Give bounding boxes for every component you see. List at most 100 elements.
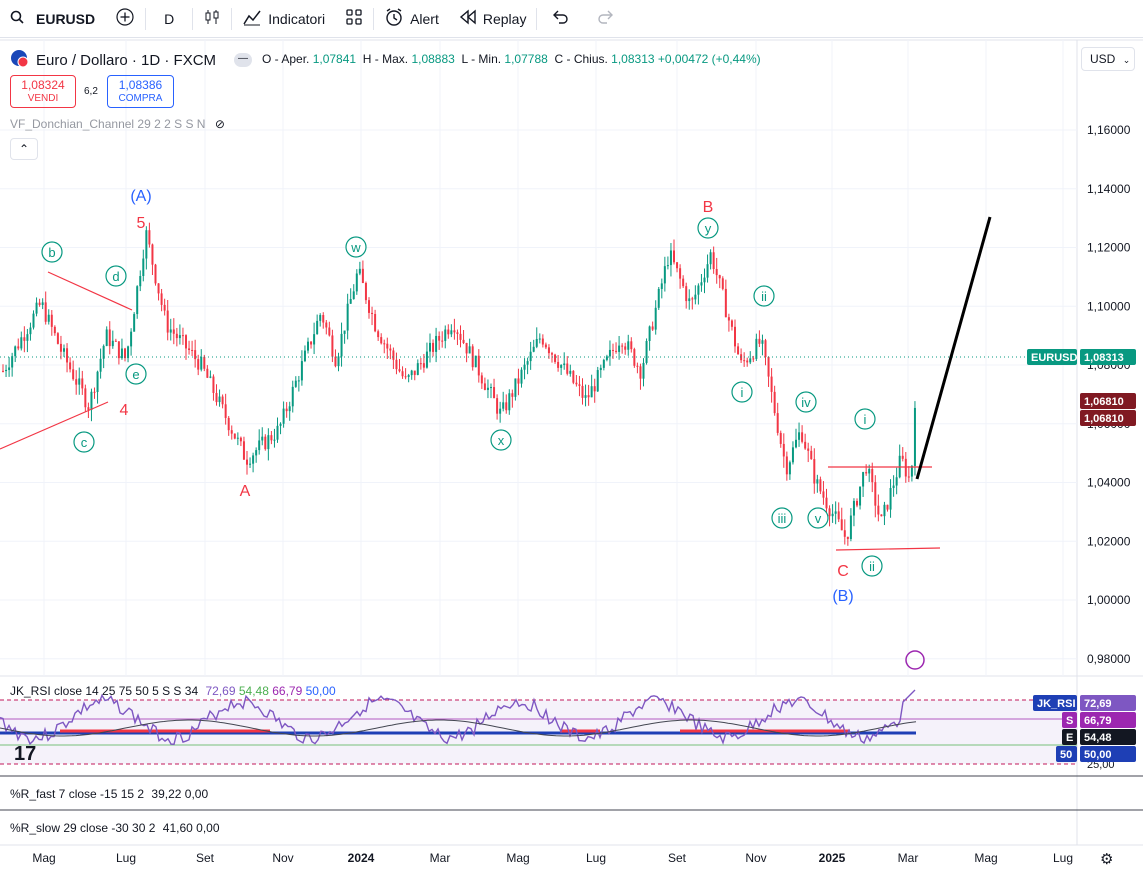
- undo-button[interactable]: [537, 0, 583, 38]
- candle-body: [166, 310, 169, 333]
- ohlc-values: O - Aper. 1,07841 H - Max. 1,08883 L - M…: [262, 52, 761, 66]
- eye-off-icon[interactable]: ⊘: [214, 117, 225, 131]
- settings-icon[interactable]: ⚙: [1100, 851, 1114, 868]
- alarm-clock-icon: [384, 7, 404, 30]
- candle-body: [544, 344, 547, 348]
- candle-body: [142, 258, 145, 277]
- time-tick-label: Lug: [116, 851, 136, 865]
- candle-body: [572, 370, 575, 383]
- compare-button[interactable]: [105, 0, 145, 38]
- interval-button[interactable]: D: [146, 0, 192, 38]
- indicators-button[interactable]: Indicatori: [232, 0, 335, 38]
- candle-body: [685, 286, 688, 302]
- chart-type-button[interactable]: [193, 0, 231, 38]
- candle-body: [419, 363, 422, 365]
- candle-body: [673, 250, 675, 263]
- rfast-legend[interactable]: %R_fast 7 close -15 15 2 39,22 0,00: [10, 787, 208, 801]
- rfast-value-2: 0,00: [184, 787, 209, 801]
- buy-label: COMPRA: [118, 93, 163, 104]
- candle-body: [773, 391, 776, 414]
- candle-body: [734, 326, 736, 347]
- rslow-legend[interactable]: %R_slow 29 close -30 30 2 41,60 0,00: [10, 821, 220, 835]
- time-tick-label: 2025: [819, 851, 846, 865]
- candle-body: [313, 334, 316, 345]
- candle-body: [499, 408, 502, 414]
- candle-body: [145, 230, 148, 259]
- flag-icon: [10, 49, 29, 71]
- more-icon[interactable]: —: [234, 53, 253, 67]
- candle-body: [557, 361, 560, 368]
- candle-body: [32, 313, 35, 328]
- candle-body: [612, 349, 614, 351]
- collapse-legend-button[interactable]: ⌃: [10, 138, 38, 160]
- candle-body: [66, 348, 69, 363]
- candle-body: [520, 369, 523, 384]
- candle-body: [386, 343, 389, 349]
- separator: [145, 7, 147, 30]
- rewind-icon: [459, 9, 477, 28]
- candle-body: [215, 392, 218, 403]
- wave-label-red: B: [703, 199, 714, 216]
- candle-body: [810, 450, 813, 460]
- rsi-value-1: 72,69: [205, 684, 236, 698]
- candle-body: [441, 340, 444, 342]
- candle-body: [392, 350, 395, 360]
- last-price-tag: [1080, 349, 1136, 365]
- candle-body: [200, 356, 203, 370]
- high-label: H - Max.: [362, 52, 409, 66]
- candle-body: [596, 370, 599, 392]
- sell-button[interactable]: 1,08324 VENDI: [10, 75, 76, 108]
- rfast-label: %R_fast 7 close -15 15 2: [10, 787, 145, 801]
- candle-body: [389, 348, 392, 351]
- candle-body: [608, 349, 611, 357]
- candle-body: [453, 330, 456, 333]
- search-icon: [10, 10, 24, 27]
- low-value: 1,07788: [504, 52, 548, 66]
- drawings[interactable]: [0, 216, 1077, 670]
- candle-body: [288, 406, 291, 412]
- candle-body: [63, 348, 65, 352]
- symbol-search[interactable]: EURUSD: [0, 0, 105, 38]
- candle-body: [120, 348, 123, 359]
- candle-body: [730, 320, 733, 327]
- layouts-button[interactable]: [335, 0, 373, 38]
- indicator-legend[interactable]: VF_Donchian_Channel 29 2 2 S S N ⊘: [10, 117, 225, 131]
- replay-button[interactable]: Replay: [449, 0, 537, 38]
- horizontal-line: [835, 547, 941, 551]
- wave-label-red: 4: [120, 402, 129, 419]
- rsi-legend[interactable]: JK_RSI close 14 25 75 50 5 S S 34 72,69 …: [10, 684, 336, 698]
- buy-button[interactable]: 1,08386 COMPRA: [107, 75, 174, 108]
- candle-body: [35, 302, 38, 314]
- chart-header: Euro / Dollaro · 1D · FXCM —: [10, 49, 253, 71]
- candle-body: [374, 313, 377, 332]
- candle-body: [181, 335, 184, 337]
- redo-icon: [597, 10, 615, 27]
- rslow-value-2: 0,00: [196, 821, 220, 835]
- candle-body: [605, 356, 608, 360]
- open-value: 1,07841: [312, 52, 357, 66]
- candle-body: [239, 437, 242, 442]
- donchian-tag-text: 1,06810: [1084, 396, 1124, 408]
- candle-body: [325, 322, 328, 328]
- candle-body: [285, 408, 288, 412]
- candle-body: [133, 314, 136, 332]
- candle-body: [246, 459, 248, 465]
- candle-body: [474, 355, 477, 368]
- candle-body: [776, 413, 779, 433]
- redo-button[interactable]: [583, 0, 629, 38]
- candle-body: [700, 282, 703, 286]
- candle-body: [5, 369, 8, 372]
- alert-button[interactable]: Alert: [374, 0, 449, 38]
- donchian-tag: [1080, 410, 1136, 426]
- plus-circle-icon: [115, 7, 135, 30]
- candle-body: [276, 425, 279, 440]
- donchian-tag-text: 1,06810: [1084, 413, 1124, 425]
- candle-body: [578, 384, 581, 386]
- currency-select[interactable]: USD ⌄: [1081, 47, 1135, 71]
- candle-body: [404, 376, 407, 378]
- candle-body: [75, 379, 78, 385]
- candle-body: [801, 432, 804, 442]
- candle-body: [349, 299, 352, 304]
- candle-body: [50, 314, 53, 327]
